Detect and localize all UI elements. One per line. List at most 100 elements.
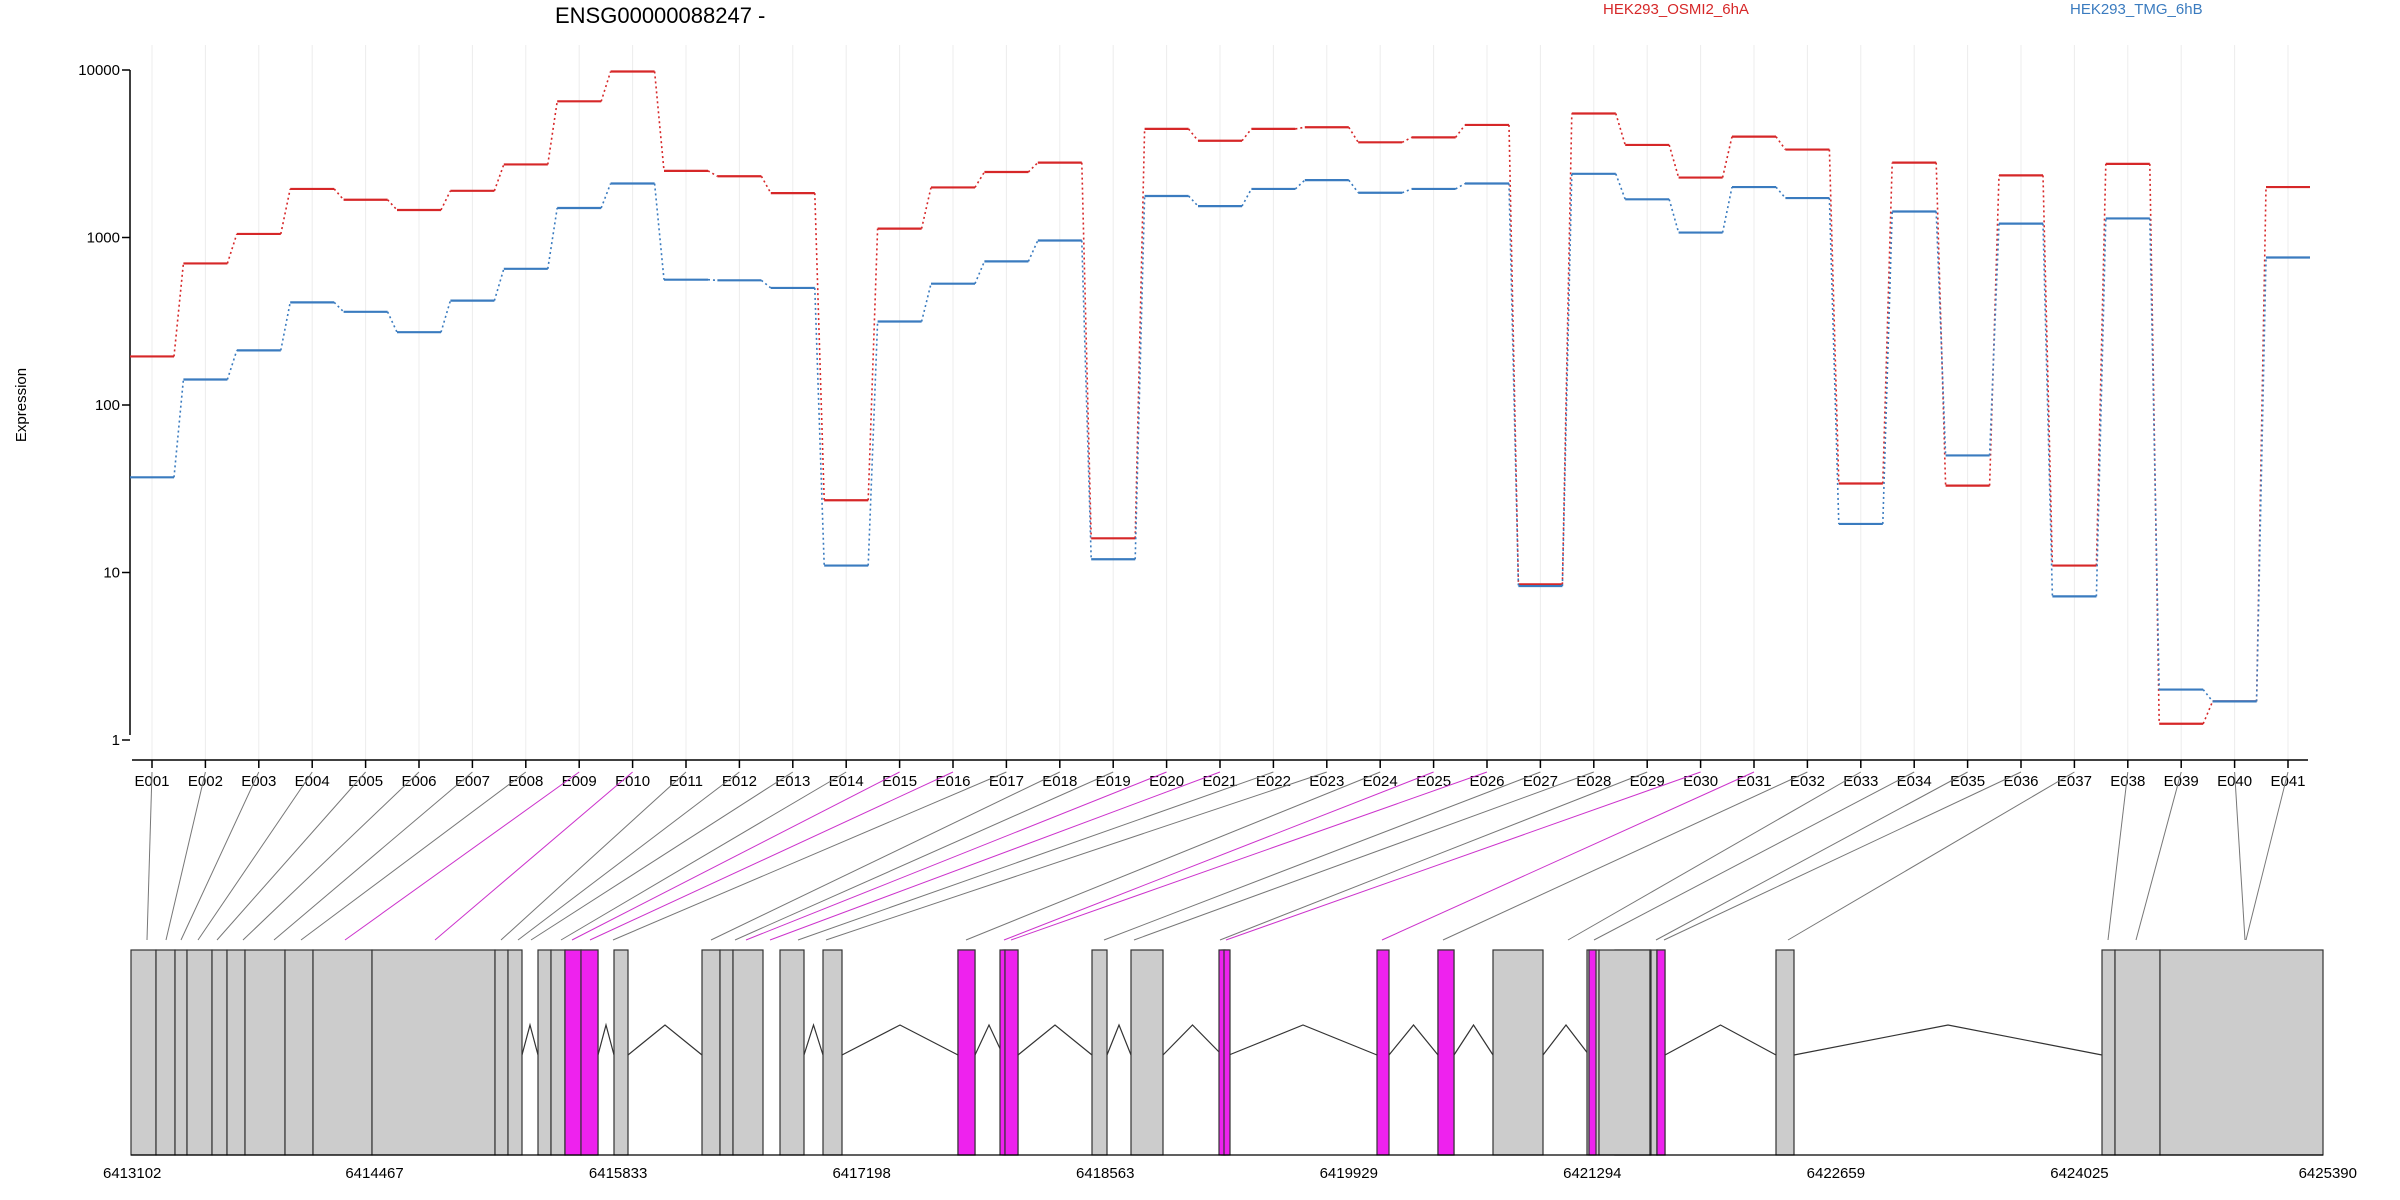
connector-e018: [710, 771, 1061, 941]
series-1-connector: [280, 188, 291, 235]
connector-e020: [745, 771, 1167, 941]
y-tick-label: 1: [112, 732, 120, 749]
series-2-connector: [1775, 186, 1787, 199]
connector-e038: [2107, 771, 2129, 941]
series-1-connector: [1295, 126, 1305, 130]
series-2-connector: [920, 283, 932, 322]
connector-e039: [2135, 771, 2182, 941]
series-2-connector: [1668, 199, 1680, 233]
exon-block: [186, 949, 213, 1156]
series-1-connector: [1027, 162, 1039, 173]
series-1-connector: [707, 170, 718, 177]
highlighted-exon-block: [1437, 949, 1455, 1156]
exon-block: [550, 949, 566, 1156]
series-2-connector: [1348, 179, 1359, 194]
intron-line: [627, 1024, 703, 1056]
series-2-connector: [814, 287, 825, 566]
connector-e030: [1225, 771, 1701, 941]
intron-line: [1664, 1024, 1777, 1056]
exon-block: [1650, 949, 1658, 1156]
x-tick-label-e038: E038: [2110, 773, 2145, 790]
intron-line: [1453, 1023, 1494, 1056]
series-2-connector: [547, 207, 558, 269]
legend-entry-series-1: HEK293_OSMI2_6hA: [1603, 1, 1749, 18]
series-1-connector: [2149, 163, 2160, 724]
x-tick-label-e009: E009: [562, 773, 597, 790]
series-1-connector: [1241, 128, 1253, 142]
series-1-connector: [1828, 149, 1840, 484]
x-tick-label-e008: E008: [508, 773, 543, 790]
connector-e037: [1787, 771, 2075, 941]
intron-line: [1162, 1024, 1223, 1056]
series-1-connector: [814, 193, 825, 501]
connector-e003: [180, 771, 260, 941]
coordinate-tick-label: 6421294: [1563, 1165, 1621, 1182]
series-2-connector: [226, 350, 238, 380]
exon-block: [719, 949, 734, 1156]
series-1-connector: [1935, 162, 1947, 486]
connector-e041: [2245, 771, 2289, 941]
exon-block: [130, 949, 157, 1156]
highlighted-exon-block: [1656, 949, 1666, 1156]
connector-e022: [797, 771, 1274, 941]
series-1-connector: [1615, 113, 1626, 146]
exon-block: [211, 949, 228, 1156]
legend-entry-series-2: HEK293_TMG_6hB: [2070, 1, 2203, 18]
x-axis: E001 E002 E003 E004 E005 E006 E007 E008 E009 E010…: [132, 759, 2308, 790]
exon-block: [1598, 949, 1651, 1156]
connector-e028: [1133, 771, 1594, 941]
series-2-connector: [1134, 195, 1146, 560]
exon-block: [494, 949, 509, 1156]
connector-e004: [197, 771, 313, 941]
series-1-connector: [173, 263, 185, 357]
series-2-connector: [707, 278, 718, 282]
series-2-connector: [653, 183, 665, 280]
series-1-connector: [226, 233, 238, 264]
series-layer: [130, 70, 2310, 725]
exon-block: [1775, 949, 1795, 1156]
x-tick-label-e030: E030: [1683, 773, 1718, 790]
connector-e025: [1003, 771, 1434, 941]
exon-block: [2159, 949, 2324, 1156]
series-1-connector: [387, 199, 398, 211]
x-tick-label-e037: E037: [2057, 773, 2092, 790]
exon-block: [312, 949, 373, 1156]
connector-e036: [1663, 771, 2022, 941]
connector-e023: [825, 771, 1327, 941]
y-axis-label: Expression: [13, 368, 30, 442]
series-2-connector: [1721, 186, 1733, 233]
exon-block: [1091, 949, 1108, 1156]
series-1-connector: [440, 190, 452, 211]
series-2-connector: [493, 268, 505, 301]
coordinate-tick-label: 6414467: [345, 1165, 403, 1182]
exon-block: [822, 949, 843, 1156]
highlighted-exon-block: [999, 949, 1006, 1156]
series-2-connector: [2095, 218, 2107, 597]
series-2-connector: [1988, 223, 2000, 456]
x-tick-label-e029: E029: [1630, 773, 1665, 790]
series-2-connector: [2255, 257, 2267, 702]
series-1-connector: [2255, 187, 2267, 702]
series-1-connector: [1187, 128, 1199, 142]
series-2-connector: [1027, 240, 1039, 262]
series-1-connector: [1508, 124, 1520, 585]
x-tick-label-e007: E007: [455, 773, 490, 790]
exon-block: [226, 949, 246, 1156]
series-1-connector: [333, 188, 345, 201]
series-1-connector: [653, 71, 665, 171]
exon-block: [1492, 949, 1544, 1156]
x-tick-label-e021: E021: [1202, 773, 1237, 790]
y-axis: 1 10 100 1000 10000: [78, 62, 131, 749]
gene-model: [130, 949, 2324, 1156]
connector-e006: [242, 771, 420, 941]
exon-block: [284, 949, 314, 1156]
series-1-connector: [760, 175, 772, 194]
x-tick-label-e034: E034: [1897, 773, 1932, 790]
genomic-coordinate-axis: 6413102 6414467 6415833 6417198 6418563 64199…: [103, 1154, 2357, 1182]
series-2: [130, 172, 2310, 703]
series-2-connector: [1081, 240, 1092, 560]
connector-e033: [1567, 771, 1862, 941]
connector-e040: [2234, 771, 2246, 941]
connector-e027: [1103, 771, 1541, 941]
intron-line: [1106, 1023, 1132, 1056]
